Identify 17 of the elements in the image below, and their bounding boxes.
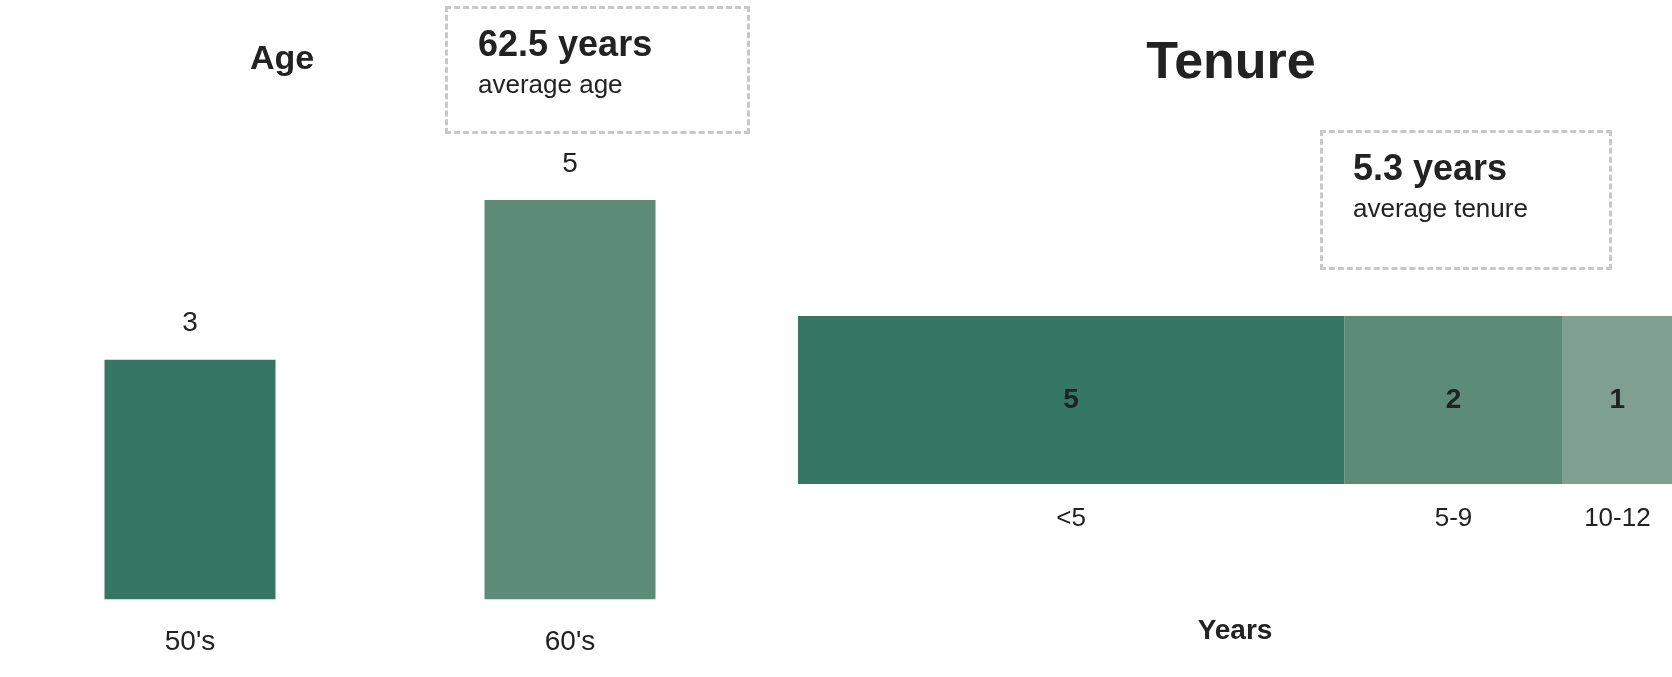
text: 62.5 years: [478, 23, 654, 65]
series-label: 10-12: [1584, 502, 1651, 533]
x-tick-label: 60's: [544, 624, 596, 656]
text: average age: [478, 69, 624, 100]
data-label: 1: [1609, 382, 1626, 414]
series-label: 5-9: [1434, 502, 1473, 533]
data-label: 5: [562, 146, 578, 178]
x-tick-label: 50's: [164, 624, 216, 656]
text: average tenure: [1353, 193, 1529, 224]
text: 5.3 years: [1353, 147, 1509, 189]
data-label: 3: [182, 306, 198, 338]
chart-title: Tenure: [1145, 30, 1317, 90]
x-axis-title: Years: [1197, 613, 1273, 645]
chart-title: Age: [250, 38, 315, 77]
series-label: <5: [1056, 502, 1086, 533]
data-label: 2: [1445, 382, 1462, 414]
data-label: 5: [1063, 382, 1079, 414]
